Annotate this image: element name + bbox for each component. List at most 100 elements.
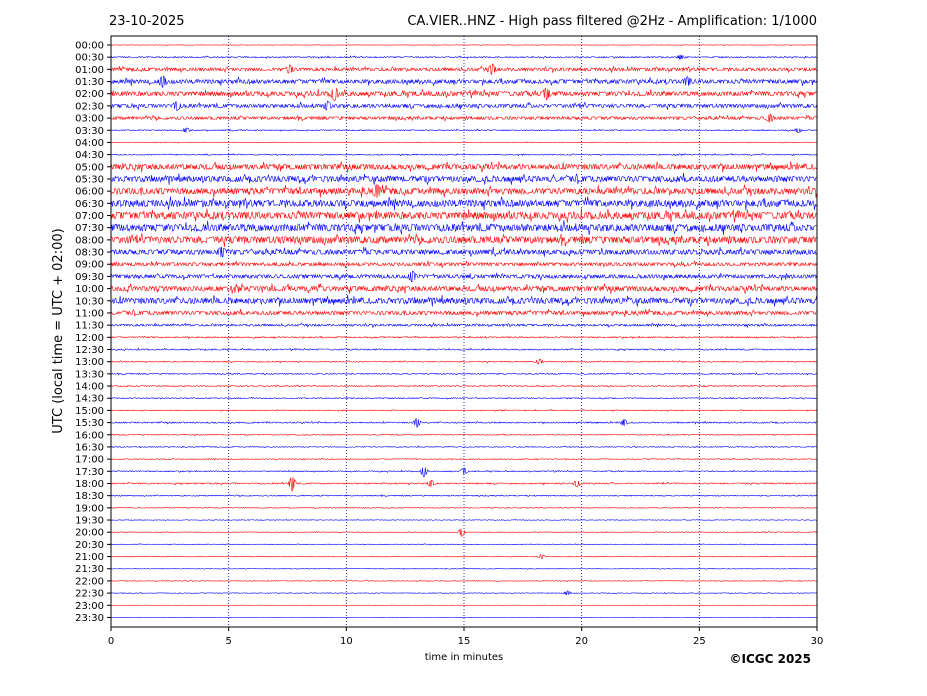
y-tick-label: 23:00 <box>75 601 104 612</box>
trace-06-00 <box>110 184 817 199</box>
y-tick-label: 00:30 <box>75 53 104 64</box>
trace-07-00 <box>110 208 817 223</box>
y-tick-label: 01:00 <box>75 65 104 76</box>
y-tick-label: 07:30 <box>75 223 104 234</box>
y-tick-label: 15:00 <box>75 406 104 417</box>
plot-frame <box>110 35 818 628</box>
trace-21-30 <box>110 567 817 570</box>
x-tick-label: 25 <box>693 636 706 647</box>
y-axis-title: UTC (local time = UTC + 02:00) <box>51 228 66 433</box>
y-tick-label: 01:30 <box>75 77 104 88</box>
trace-03-00 <box>110 113 817 123</box>
trace-20-30 <box>110 543 817 546</box>
y-tick-label: 10:00 <box>75 284 104 295</box>
traces <box>110 44 817 618</box>
y-tick-label: 17:00 <box>75 455 104 466</box>
x-tick-label: 0 <box>108 636 114 647</box>
x-axis-title: time in minutes <box>425 652 504 663</box>
x-tick-label: 15 <box>458 636 471 647</box>
y-tick-label: 06:00 <box>75 187 104 198</box>
y-tick-label: 08:00 <box>75 235 104 246</box>
trace-12-00 <box>110 335 817 340</box>
y-tick-label: 00:00 <box>75 41 104 52</box>
y-tick-label: 20:30 <box>75 540 104 551</box>
trace-08-30 <box>110 246 817 258</box>
trace-13-00 <box>110 358 817 365</box>
y-tick-label: 17:30 <box>75 467 104 478</box>
trace-19-30 <box>110 518 817 522</box>
trace-18-00 <box>110 477 817 492</box>
y-tick-label: 19:00 <box>75 503 104 514</box>
trace-04-00 <box>110 141 817 144</box>
trace-15-00 <box>110 409 817 412</box>
y-tick-label: 15:30 <box>75 418 104 429</box>
y-tick-label: 14:30 <box>75 394 104 405</box>
y-tick-label: 02:30 <box>75 101 104 112</box>
trace-09-30 <box>110 270 817 283</box>
y-tick-label: 09:00 <box>75 260 104 271</box>
trace-00-00 <box>110 44 817 46</box>
y-tick-label: 18:00 <box>75 479 104 490</box>
x-tick-label: 10 <box>340 636 353 647</box>
y-tick-label: 13:00 <box>75 357 104 368</box>
trace-22-00 <box>110 579 817 583</box>
trace-09-00 <box>110 260 817 269</box>
trace-07-30 <box>110 220 817 236</box>
trace-14-30 <box>110 396 817 400</box>
trace-15-30 <box>110 418 817 428</box>
y-tick-label: 16:30 <box>75 442 104 453</box>
trace-03-30 <box>110 127 817 133</box>
y-tick-label: 16:00 <box>75 430 104 441</box>
y-tick-label: 12:30 <box>75 345 104 356</box>
trace-17-30 <box>110 467 817 478</box>
trace-05-30 <box>110 172 817 186</box>
copyright-label: ©ICGC 2025 <box>729 652 811 666</box>
y-tick-label: 18:30 <box>75 491 104 502</box>
y-tick-label: 11:00 <box>75 308 104 319</box>
trace-13-30 <box>110 372 817 376</box>
y-tick-label: 20:00 <box>75 528 104 539</box>
trace-08-00 <box>110 233 817 248</box>
y-tick-label: 06:30 <box>75 199 104 210</box>
x-tick-label: 5 <box>225 636 231 647</box>
trace-20-00 <box>110 528 817 538</box>
trace-05-00 <box>110 161 817 173</box>
chart-title: CA.VIER..HNZ - High pass filtered @2Hz -… <box>407 14 817 29</box>
date-label: 23-10-2025 <box>109 14 185 29</box>
y-tick-label: 07:00 <box>75 211 104 222</box>
x-axis-ticks: 0 5 10 15 20 25 30 <box>108 627 823 647</box>
trace-21-00 <box>111 554 817 560</box>
y-tick-label: 03:30 <box>75 126 104 137</box>
trace-22-30 <box>110 590 817 596</box>
grid-lines <box>228 36 700 627</box>
y-tick-label: 13:30 <box>75 369 104 380</box>
y-tick-label: 02:00 <box>75 89 104 100</box>
trace-17-00 <box>110 457 817 461</box>
trace-12-30 <box>110 347 817 352</box>
y-tick-label: 21:00 <box>75 552 104 563</box>
trace-19-00 <box>110 506 817 509</box>
trace-06-30 <box>110 196 817 211</box>
y-tick-label: 04:30 <box>75 150 104 161</box>
trace-16-30 <box>110 445 817 449</box>
y-tick-label: 05:00 <box>75 162 104 173</box>
trace-02-30 <box>110 100 817 112</box>
trace-04-30 <box>110 152 817 157</box>
y-tick-label: 22:00 <box>75 576 104 587</box>
y-tick-label: 14:00 <box>75 382 104 393</box>
y-tick-label: 04:00 <box>75 138 104 149</box>
y-tick-label: 19:30 <box>75 516 104 527</box>
trace-14-00 <box>110 384 817 388</box>
y-tick-label: 21:30 <box>75 564 104 575</box>
trace-00-30 <box>110 54 817 60</box>
trace-11-30 <box>110 321 817 329</box>
trace-18-30 <box>110 494 817 498</box>
x-tick-label: 20 <box>575 636 588 647</box>
y-tick-label: 12:00 <box>75 333 104 344</box>
y-tick-label: 08:30 <box>75 248 104 259</box>
trace-01-30 <box>110 75 817 89</box>
y-tick-label: 11:30 <box>75 321 104 332</box>
trace-02-00 <box>110 87 817 101</box>
